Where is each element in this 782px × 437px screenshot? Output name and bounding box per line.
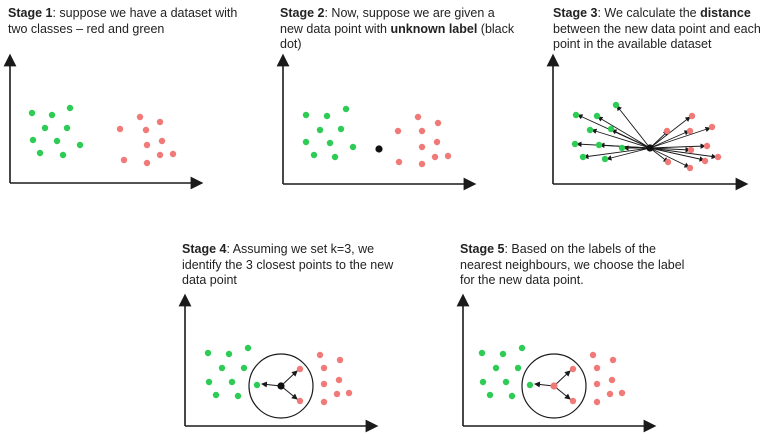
stage4-neighbour-circle	[248, 353, 314, 419]
stage1-caption: Stage 1: suppose we have a dataset with …	[8, 6, 248, 37]
stage1-text: : suppose we have a dataset with two cla…	[8, 6, 238, 36]
stage3-text-end: between the new data point and each poin…	[553, 21, 761, 52]
stage1-green-points	[28, 104, 84, 159]
stage4-green-points	[204, 344, 261, 400]
stage2-caption: Stage 2: Now, suppose we are given a new…	[280, 6, 520, 53]
stage5-classified-point	[550, 382, 558, 390]
stage2-bold-text: unknown label	[390, 21, 478, 36]
stage2-label: Stage 2	[280, 6, 325, 20]
stage4-text: : Assuming we set k=3, we identify the 3…	[182, 242, 394, 287]
stage4-unknown-point	[277, 382, 285, 390]
stage2-green-points	[302, 105, 357, 161]
stage3-distance-arrows	[576, 105, 717, 168]
stage2-text: : Now, suppose we are given a new data p…	[280, 6, 495, 36]
stage3-unknown-point	[646, 144, 654, 152]
stage2-text-end: (black dot)	[280, 21, 515, 52]
stage1-label: Stage 1	[8, 6, 53, 20]
stage5-red-points	[569, 351, 626, 406]
stage3-caption: Stage 3: We calculate the distance betwe…	[553, 6, 778, 53]
stage1-red-points	[116, 113, 177, 167]
stage3-text: : We calculate the	[597, 6, 701, 20]
stage5-label: Stage 5	[460, 242, 505, 256]
stage4-caption: Stage 4: Assuming we set k=3, we identif…	[182, 242, 407, 289]
stage5-text: : Based on the labels of the nearest nei…	[460, 242, 685, 287]
stage2-unknown-point	[375, 145, 383, 153]
stage3-green-points	[571, 101, 626, 163]
stage5-green-points	[478, 344, 534, 400]
stage3-bold-text: distance	[700, 6, 751, 20]
stage4-label: Stage 4	[182, 242, 227, 256]
stage4-red-points	[296, 351, 353, 406]
stage3-red-points	[663, 112, 722, 172]
stage5-neighbour-circle	[521, 353, 587, 419]
stage2-red-points	[394, 113, 452, 168]
stage5-caption: Stage 5: Based on the labels of the near…	[460, 242, 690, 289]
stage3-label: Stage 3	[553, 6, 598, 20]
